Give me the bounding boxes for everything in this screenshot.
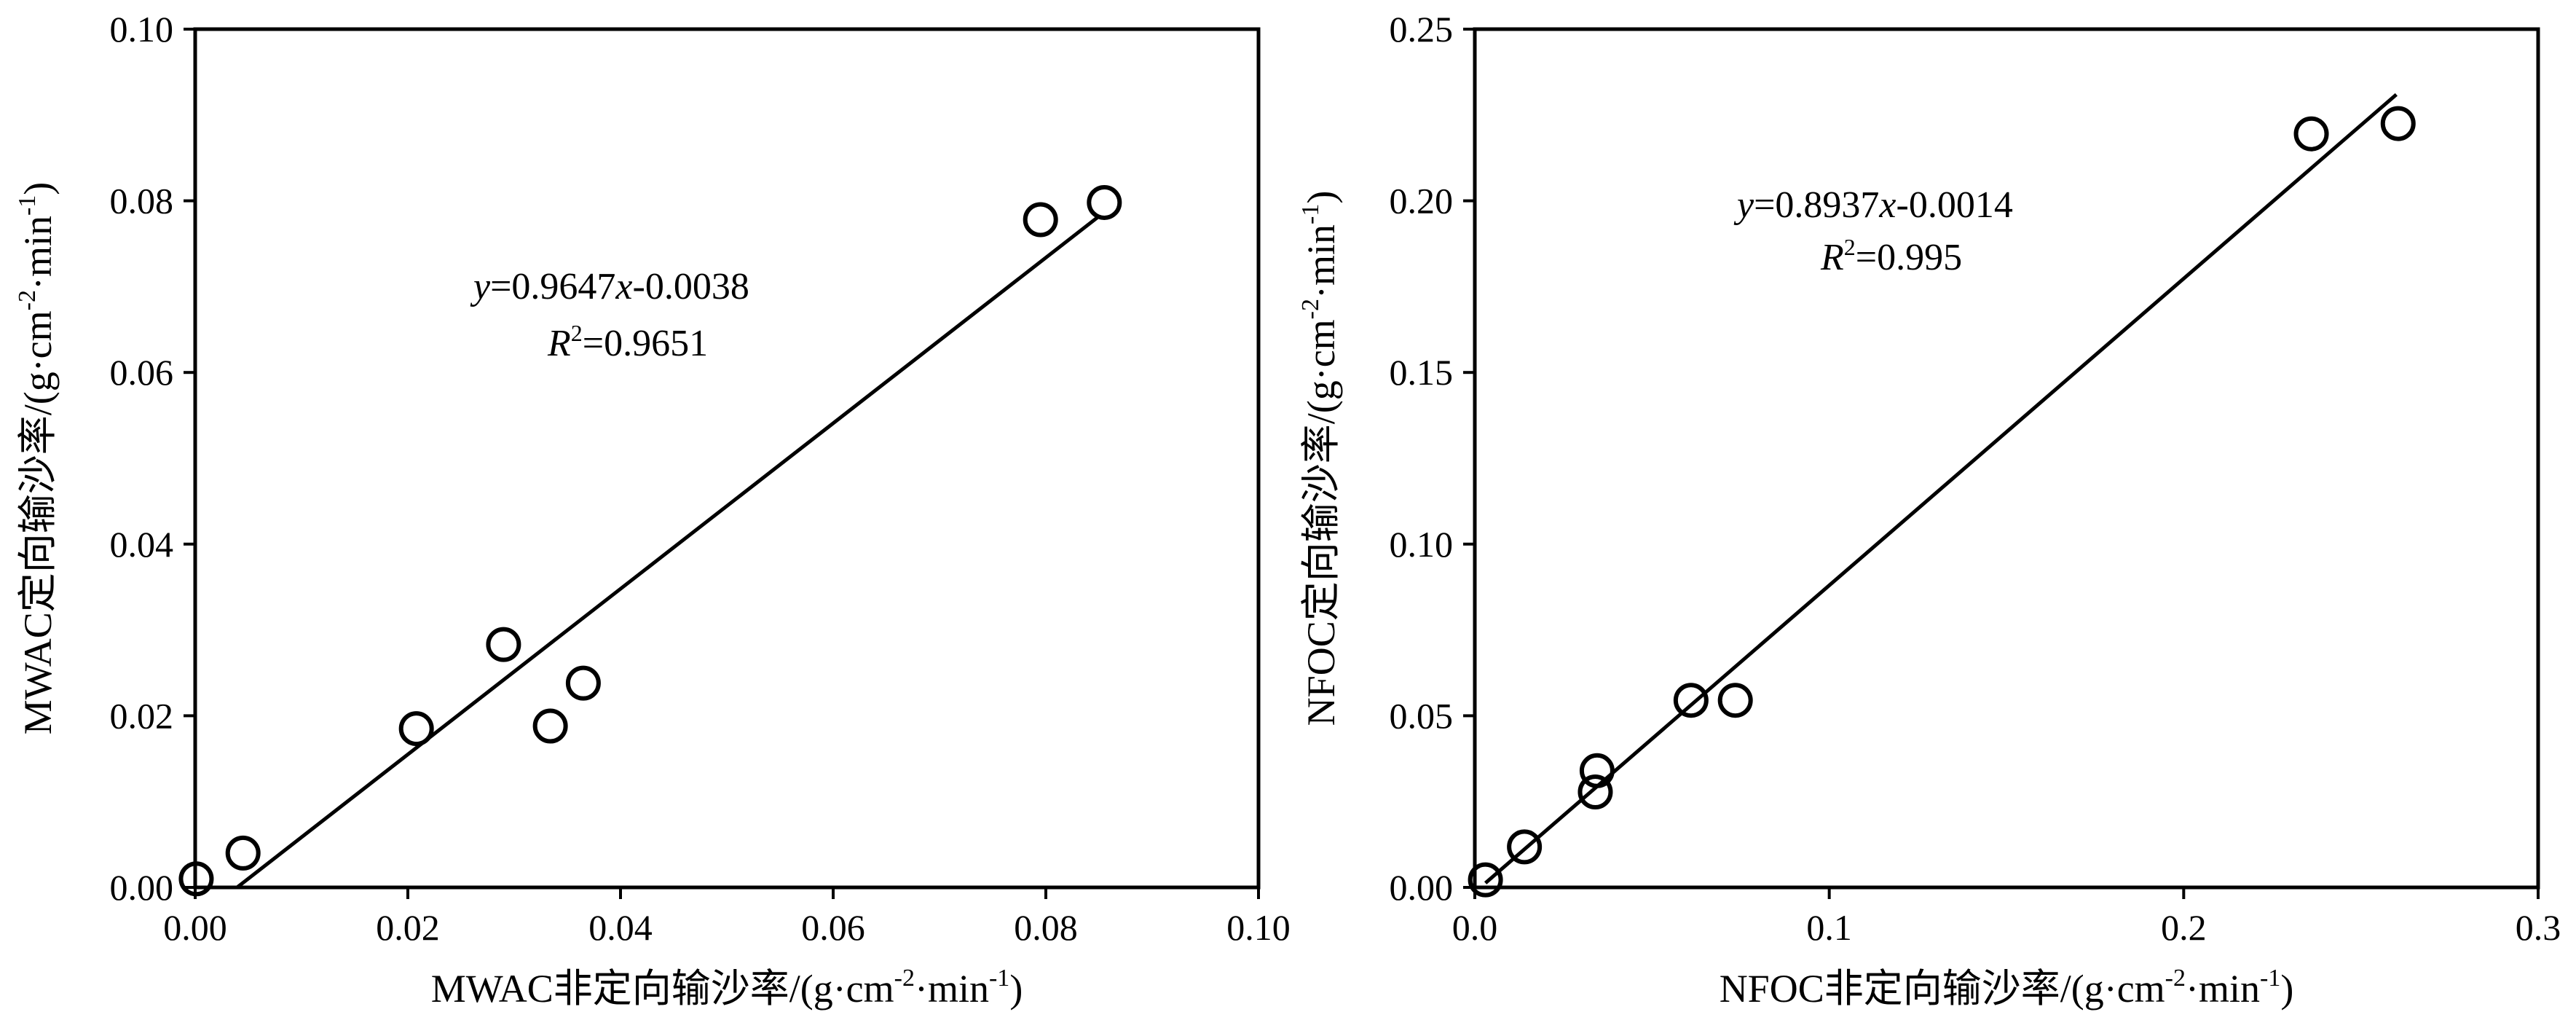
y-tick-label: 0.15 <box>1390 352 1454 393</box>
xlabel-end: ) <box>1009 967 1023 1011</box>
xlabel-sup1: -2 <box>2165 965 2186 992</box>
x-tick-label: 0.08 <box>1014 907 1078 948</box>
tick-labels: 0.0 0.1 0.2 0.3 0.00 0.05 0.10 0.15 0.20 0.25 <box>1390 9 2561 948</box>
data-point <box>486 627 521 662</box>
data-point <box>1577 774 1613 810</box>
r-squared: R2=0.9651 <box>547 320 708 364</box>
data-point <box>532 708 568 744</box>
mwac-chart: 0.00 0.02 0.04 0.06 0.08 0.10 0.00 0.02 0.04 0.06… <box>14 9 1291 1011</box>
xlabel-sup2: -1 <box>2260 965 2280 992</box>
data-point <box>2293 116 2329 152</box>
ylabel-sup1: -2 <box>1297 299 1324 319</box>
data-point <box>1023 202 1058 238</box>
y-tick-label: 0.06 <box>110 352 174 393</box>
xlabel-main: NFOC非定向输沙率/(g·cm <box>1720 967 2165 1011</box>
xlabel-end: ) <box>2280 967 2293 1011</box>
eq-slope: =0.9647 <box>490 266 615 307</box>
x-tick-label: 0.1 <box>1806 907 1852 948</box>
tick-labels: 0.00 0.02 0.04 0.06 0.08 0.10 0.00 0.02 0.04 0.06… <box>110 9 1291 948</box>
xlabel-sup1: -2 <box>894 965 915 992</box>
r2-value: =0.9651 <box>583 323 708 364</box>
y-tick-label: 0.00 <box>110 867 174 908</box>
data-point <box>1468 862 1503 898</box>
x-tick-label: 0.3 <box>2516 907 2561 948</box>
x-tick-label: 0.2 <box>2161 907 2207 948</box>
ylabel-main: NFOC定向输沙率/(g·cm <box>1299 319 1343 726</box>
r2-r: R <box>547 323 571 364</box>
eq-intercept: -0.0014 <box>1896 184 2013 226</box>
ylabel-end: ) <box>1299 191 1343 204</box>
eq-x: x <box>1878 184 1896 226</box>
plot-frame <box>1473 27 2540 890</box>
y-tick-label: 0.08 <box>110 181 174 221</box>
r2-sup: 2 <box>571 320 583 346</box>
regression-line <box>1484 93 2398 884</box>
regression-line <box>236 214 1100 889</box>
data-point <box>225 835 261 871</box>
x-tick-label: 0.00 <box>163 907 227 948</box>
x-tick-label: 0.02 <box>376 907 440 948</box>
y-tick-label: 0.04 <box>110 524 174 565</box>
r2-r: R <box>1820 237 1844 278</box>
y-tick-label: 0.20 <box>1390 181 1454 221</box>
r2-value: =0.995 <box>1856 237 1962 278</box>
xlabel-mid: ·min <box>915 967 989 1011</box>
x-tick-label: 0.06 <box>801 907 865 948</box>
data-point <box>1717 683 1753 718</box>
data-point <box>398 711 434 747</box>
x-axis-label: NFOC非定向输沙率/(g·cm-2·min-1) <box>1720 965 2294 1011</box>
r2-sup: 2 <box>1844 234 1856 260</box>
data-point <box>1579 753 1615 788</box>
y-tick-label: 0.00 <box>1390 867 1454 908</box>
ylabel-main: MWAC定向输沙率/(g·cm <box>16 310 60 734</box>
eq-x: x <box>615 266 632 307</box>
regression-equation: y=0.9647x-0.0038 <box>470 266 749 307</box>
tick-marks <box>184 28 1260 899</box>
y-tick-label: 0.10 <box>110 9 174 50</box>
eq-y: y <box>1733 184 1754 226</box>
x-tick-label: 0.04 <box>588 907 653 948</box>
x-axis-label: MWAC非定向输沙率/(g·cm-2·min-1) <box>431 965 1023 1011</box>
plot-frame <box>193 27 1261 890</box>
eq-y: y <box>470 266 491 307</box>
data-point <box>178 861 214 897</box>
data-point <box>1673 683 1709 718</box>
data-point <box>1507 829 1543 865</box>
y-axis-label: NFOC定向输沙率/(g·cm-2·min-1) <box>1297 191 1343 726</box>
xlabel-sup2: -1 <box>989 965 1009 992</box>
data-point <box>2380 106 2416 141</box>
ylabel-mid: ·min <box>1299 224 1343 299</box>
data-point <box>565 665 601 701</box>
regression-equation: y=0.8937x-0.0014 <box>1733 184 2013 226</box>
data-points <box>1468 106 2416 898</box>
y-tick-label: 0.25 <box>1390 9 1454 50</box>
y-tick-label: 0.10 <box>1390 524 1454 565</box>
x-tick-label: 0.10 <box>1226 907 1291 948</box>
ylabel-sup2: -1 <box>1297 204 1324 224</box>
y-tick-label: 0.02 <box>110 695 174 736</box>
data-point <box>1087 184 1122 220</box>
eq-slope: =0.8937 <box>1754 184 1879 226</box>
data-points <box>178 184 1122 897</box>
r-squared: R2=0.995 <box>1820 234 1962 278</box>
eq-intercept: -0.0038 <box>633 266 749 307</box>
ylabel-sup2: -1 <box>14 195 41 216</box>
ylabel-end: ) <box>16 182 60 195</box>
y-axis-label: MWAC定向输沙率/(g·cm-2·min-1) <box>14 182 60 735</box>
fit-line-group <box>1484 93 2398 884</box>
ylabel-mid: ·min <box>16 216 60 290</box>
ylabel-sup1: -2 <box>14 290 41 310</box>
tick-marks <box>1463 28 2540 899</box>
fit-line-group <box>236 214 1100 889</box>
xlabel-main: MWAC非定向输沙率/(g·cm <box>431 967 894 1011</box>
nfoc-chart: 0.0 0.1 0.2 0.30.000.050.100.150.200.25 y=0… <box>1297 9 2561 1011</box>
xlabel-mid: ·min <box>2186 967 2260 1011</box>
y-tick-label: 0.05 <box>1390 695 1454 736</box>
x-tick-label: 0.0 <box>1452 907 1498 948</box>
